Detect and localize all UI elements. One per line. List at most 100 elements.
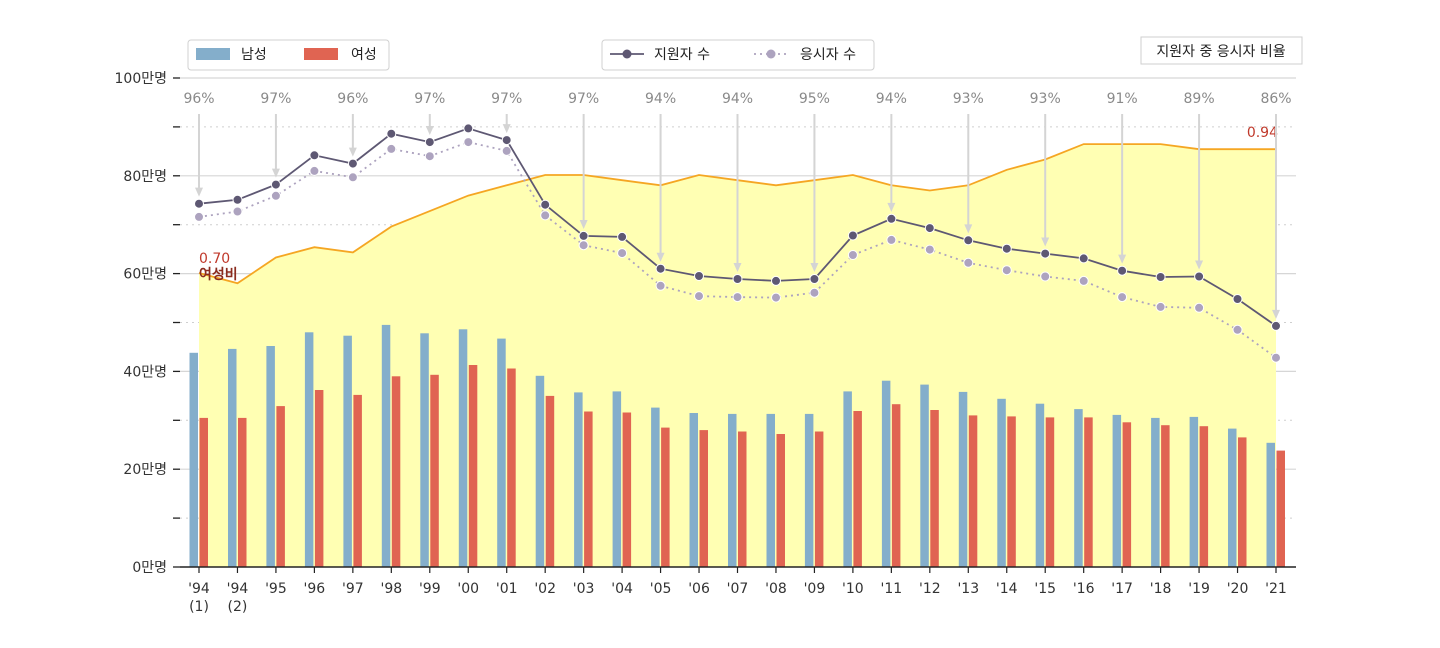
bar-male: [728, 413, 737, 567]
exam-line-point: [1040, 271, 1051, 282]
y-tick-label: 60만명: [123, 267, 167, 283]
x-tick-label: '99: [419, 581, 441, 597]
applicant-line-point: [424, 137, 435, 148]
bar-female: [1045, 417, 1055, 567]
bar-female: [468, 365, 478, 567]
exam-line-point: [578, 240, 589, 251]
applicant-line-point: [809, 274, 820, 284]
applicant-line-point: [1271, 320, 1281, 331]
exam-line-point: [1155, 301, 1166, 312]
exam-line-point: [809, 287, 820, 298]
bar-male: [458, 329, 468, 567]
bar-male: [1112, 414, 1122, 567]
bar-male: [343, 335, 352, 567]
bar-male: [1189, 416, 1199, 567]
applicant-line-point: [1155, 272, 1166, 282]
x-tick-label: '16: [1073, 581, 1095, 597]
legend-marker-exam: [766, 49, 776, 59]
legend-swatch-male: [196, 48, 230, 60]
x-tick-label: '96: [304, 581, 326, 597]
x-tick-label: '03: [573, 581, 595, 597]
bar-female: [853, 411, 862, 567]
rate-arrow-head: [810, 262, 819, 272]
y-tick-label: 20만명: [123, 462, 167, 478]
rate-arrow-head: [195, 187, 203, 197]
rate-arrow-head: [656, 252, 665, 262]
bar-female: [1161, 425, 1170, 567]
bar-female: [738, 431, 747, 567]
exam-line-point: [232, 206, 243, 217]
applicant-line-point: [1001, 243, 1012, 254]
rate-arrow-head: [579, 219, 588, 229]
bar-female: [776, 434, 785, 567]
exam-line-point: [309, 165, 320, 176]
rate-arrow-head: [1041, 237, 1050, 247]
x-tick-label: '21: [1265, 581, 1287, 597]
bar-male: [1228, 428, 1237, 567]
applicant-line-point: [501, 135, 512, 146]
applicant-line-point: [463, 123, 474, 134]
x-tick-label: '02: [534, 581, 556, 597]
applicant-line-point: [347, 158, 358, 169]
x-tick-label: '95: [265, 581, 287, 597]
bar-female: [699, 430, 708, 567]
applicant-line-point: [732, 274, 743, 284]
applicant-line-point: [1078, 253, 1089, 264]
bar-male: [497, 338, 506, 567]
exam-line-point: [501, 145, 512, 156]
rate-arrow-head: [964, 224, 973, 234]
exam-line-point: [847, 250, 858, 260]
bars: [189, 324, 1285, 567]
bar-male: [228, 348, 237, 567]
lines: [194, 123, 1281, 363]
applicant-line-point: [886, 213, 897, 224]
legend-rate-box: [1140, 36, 1303, 65]
bar-male: [651, 407, 660, 567]
exam-line-point: [771, 292, 781, 303]
bar-male: [574, 392, 583, 567]
bar-female: [584, 411, 593, 567]
exam-line-point: [1232, 324, 1243, 335]
bar-female: [1084, 417, 1093, 567]
rate-label: 91%: [1107, 91, 1138, 107]
bar-male: [843, 391, 852, 567]
applicant-line-point: [232, 194, 243, 205]
bar-male: [1266, 442, 1275, 567]
exam-line-point: [1001, 265, 1012, 276]
x-tick-label: '94 (1): [188, 581, 210, 615]
exam-line-point: [694, 291, 704, 302]
bar-male: [189, 352, 198, 567]
bar-female: [814, 431, 824, 567]
bar-female: [891, 404, 901, 567]
legend-swatch-female: [304, 48, 338, 60]
legend-marker-applicant: [622, 49, 632, 59]
bar-female: [391, 376, 401, 567]
legend-bars-box: [187, 39, 390, 71]
applicant-line-point: [386, 128, 397, 139]
applicant-line-point: [847, 230, 858, 241]
applicant-line-point: [578, 230, 589, 241]
bar-female: [276, 406, 285, 567]
rate-arrow-head: [502, 124, 511, 134]
x-tick-label: '98: [380, 581, 402, 597]
exam-line-point: [194, 211, 204, 222]
x-tick-label: '00: [457, 581, 479, 597]
bar-female: [1238, 437, 1247, 567]
bar-female: [507, 368, 516, 567]
rate-arrow-head: [348, 147, 357, 157]
exam-line-point: [963, 257, 974, 268]
applicant-line-point: [1194, 271, 1205, 282]
rate-label: 94%: [722, 91, 753, 107]
rate-label: 94%: [876, 91, 907, 107]
applicant-line-point: [540, 199, 551, 210]
x-tick-label: '11: [881, 581, 903, 597]
x-tick-label: '97: [342, 581, 364, 597]
x-tick-label: '14: [996, 581, 1018, 597]
applicant-line-point: [1040, 248, 1051, 259]
bar-male: [1151, 417, 1160, 567]
exam-line-point: [540, 210, 551, 221]
bar-female: [930, 410, 939, 567]
x-tick-label: '05: [650, 581, 672, 597]
rate-label: 94%: [645, 91, 676, 107]
